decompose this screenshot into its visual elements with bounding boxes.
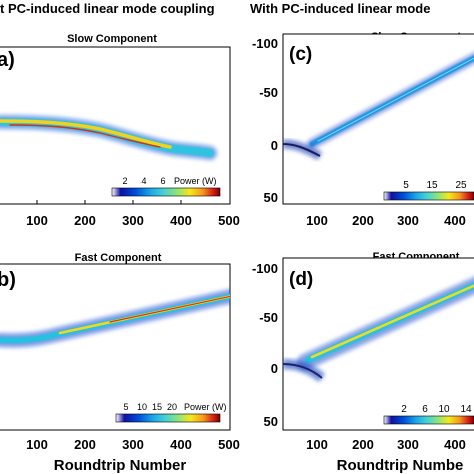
panel-d-axes: [282, 257, 474, 431]
panel-a-cbar-tick-1: 2: [122, 176, 127, 186]
panel-b-cbar-tick-4: 20: [167, 402, 177, 412]
panel-a-cbar-tick-2: 4: [141, 176, 146, 186]
panel-a-heatmap: [0, 115, 217, 160]
panel-a-colorbar: [111, 187, 221, 197]
panel-a: Slow Component a) 2 4 6 Power (W) 100 20…: [0, 33, 240, 228]
panel-c-xtick-200: 200: [352, 213, 374, 228]
panel-c-ytick-50: 50: [264, 190, 278, 205]
panel-c-xtick-100: 100: [306, 213, 328, 228]
panel-c-xtick-400: 400: [444, 213, 466, 228]
left-heading: t PC-induced linear mode coupling: [0, 1, 215, 16]
trace-c-core: [317, 57, 474, 142]
panel-c-heatmap: [283, 52, 474, 160]
panel-b-title: Fast Component: [75, 252, 162, 264]
panel-d: Fast Component (d) -100 -50 0 50 2 6 10 …: [252, 251, 474, 474]
panel-a-x-ticks: [36, 200, 182, 204]
panel-d-xtick-400: 400: [444, 437, 466, 452]
panel-c-axes: [282, 33, 474, 205]
trace-d-core: [310, 284, 474, 359]
panel-b-colorbar: [115, 413, 221, 423]
panel-a-xtick-100: 100: [26, 213, 48, 228]
panel-b-xtick-100: 100: [26, 437, 48, 452]
panel-a-xtick-500: 500: [218, 213, 240, 228]
panel-c-colorbar: [383, 191, 474, 201]
panel-b-xlabel: Roundtrip Number: [54, 457, 187, 474]
panel-b-cbar-tick-3: 15: [152, 402, 162, 412]
panel-a-cbar-tick-3: 6: [160, 176, 165, 186]
panel-b-cbar-label: Power (W): [184, 402, 227, 412]
panel-b-xtick-200: 200: [74, 437, 96, 452]
panel-c-cbar-tick-1: 5: [403, 180, 409, 191]
trace-c-tail: [283, 143, 321, 157]
panel-d-ytick-neg50: -50: [259, 310, 278, 325]
panel-a-label: a): [0, 49, 15, 71]
panel-d-xtick-300: 300: [397, 437, 419, 452]
panel-d-cbar-tick-1: 2: [401, 404, 407, 415]
panel-d-label: (d): [289, 269, 313, 290]
trace-a-core: [0, 119, 172, 149]
panel-b: Fast Component b) 5 10 15 20 Power (W) 1…: [0, 252, 240, 474]
panel-b-xtick-500: 500: [218, 437, 240, 452]
panel-d-xlabel: Roundtrip Numbe: [337, 457, 464, 474]
panel-d-cbar-tick-2: 6: [422, 404, 428, 415]
panel-c-ytick-neg100: -100: [252, 36, 278, 51]
panel-d-xtick-100: 100: [306, 437, 328, 452]
panel-a-xtick-300: 300: [122, 213, 144, 228]
trace-b-peak: [109, 295, 230, 323]
panel-a-xtick-400: 400: [170, 213, 192, 228]
panel-c: Slow Component (c) -100 -50 0 50 5 15 25…: [252, 31, 474, 228]
panel-d-ytick-50: 50: [264, 414, 278, 429]
panel-c-ytick-0: 0: [271, 138, 278, 153]
panel-b-axes: [0, 263, 231, 431]
panel-b-label: b): [0, 269, 16, 291]
panel-c-ytick-neg50: -50: [259, 85, 278, 100]
panel-b-cbar-tick-1: 5: [123, 402, 128, 412]
panel-d-colorbar: [383, 415, 474, 425]
panel-d-ytick-neg100: -100: [252, 261, 278, 276]
panel-c-cbar-tick-2: 15: [426, 180, 438, 191]
panel-b-xtick-300: 300: [122, 437, 144, 452]
trace-a-peak: [9, 124, 161, 148]
panel-c-xtick-300: 300: [397, 213, 419, 228]
panel-a-xtick-200: 200: [74, 213, 96, 228]
panel-d-heatmap: [283, 276, 474, 382]
panel-d-cbar-tick-3: 10: [438, 404, 450, 415]
panel-b-xtick-400: 400: [170, 437, 192, 452]
trace-d-tail: [283, 363, 323, 379]
panel-b-heatmap: [0, 289, 230, 348]
panel-c-label: (c): [289, 44, 312, 65]
panel-c-cbar-tick-3: 25: [455, 180, 467, 191]
panel-a-title: Slow Component: [67, 33, 157, 45]
trace-b-mid: [0, 293, 230, 344]
panel-d-cbar-tick-4: 14: [460, 404, 472, 415]
panel-d-ytick-0: 0: [271, 361, 278, 376]
panel-d-xtick-200: 200: [352, 437, 374, 452]
panel-a-cbar-label: Power (W): [174, 176, 217, 186]
panel-b-cbar-tick-2: 10: [137, 402, 147, 412]
right-heading: With PC-induced linear mode: [250, 1, 430, 16]
